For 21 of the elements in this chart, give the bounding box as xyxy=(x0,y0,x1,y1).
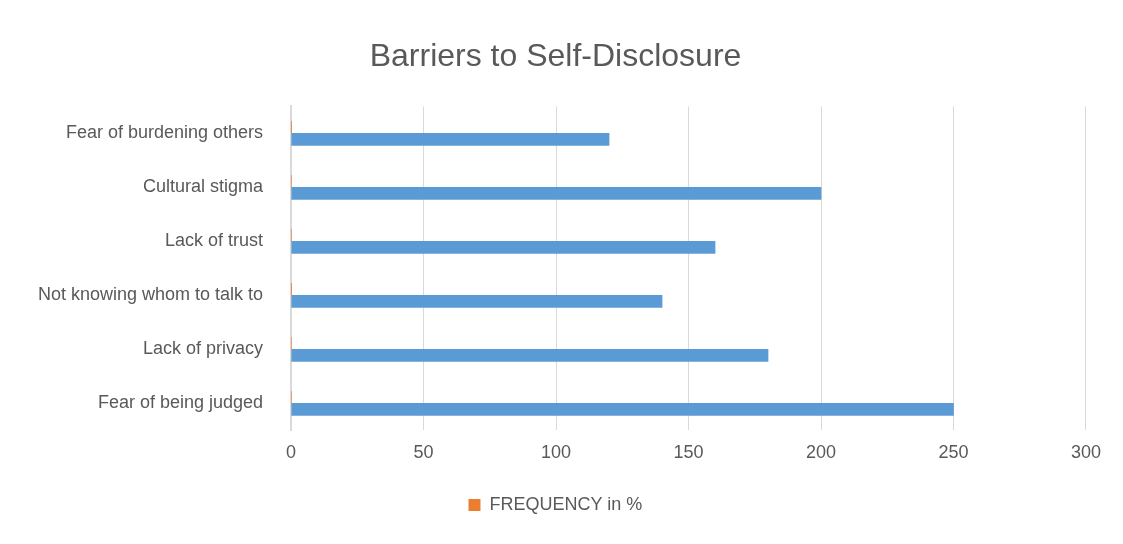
chart-title: Barriers to Self-Disclosure xyxy=(369,37,742,74)
x-tick-label: 300 xyxy=(1070,442,1102,463)
y-tick-label: Not knowing whom to talk to xyxy=(38,284,264,305)
y-tick-label: Lack of privacy xyxy=(143,338,264,359)
y-tick-label: Fear of being judged xyxy=(97,392,264,413)
bar xyxy=(291,187,822,200)
x-tick-label: 200 xyxy=(806,442,837,463)
bar xyxy=(291,133,610,146)
bar xyxy=(291,295,663,308)
x-tick-label: 150 xyxy=(673,442,704,463)
y-tick-label: Cultural stigma xyxy=(143,176,265,197)
y-tick-label: Lack of trust xyxy=(165,230,264,251)
bar xyxy=(291,403,954,416)
x-tick-label: 0 xyxy=(286,442,297,463)
bar xyxy=(291,241,716,254)
y-tick-label: Fear of burdening others xyxy=(65,122,264,143)
legend-label: FREQUENCY in % xyxy=(489,493,643,514)
x-tick-label: 250 xyxy=(938,442,969,463)
bar xyxy=(291,349,769,362)
x-tick-label: 100 xyxy=(541,442,572,463)
x-tick-label: 50 xyxy=(413,442,434,463)
